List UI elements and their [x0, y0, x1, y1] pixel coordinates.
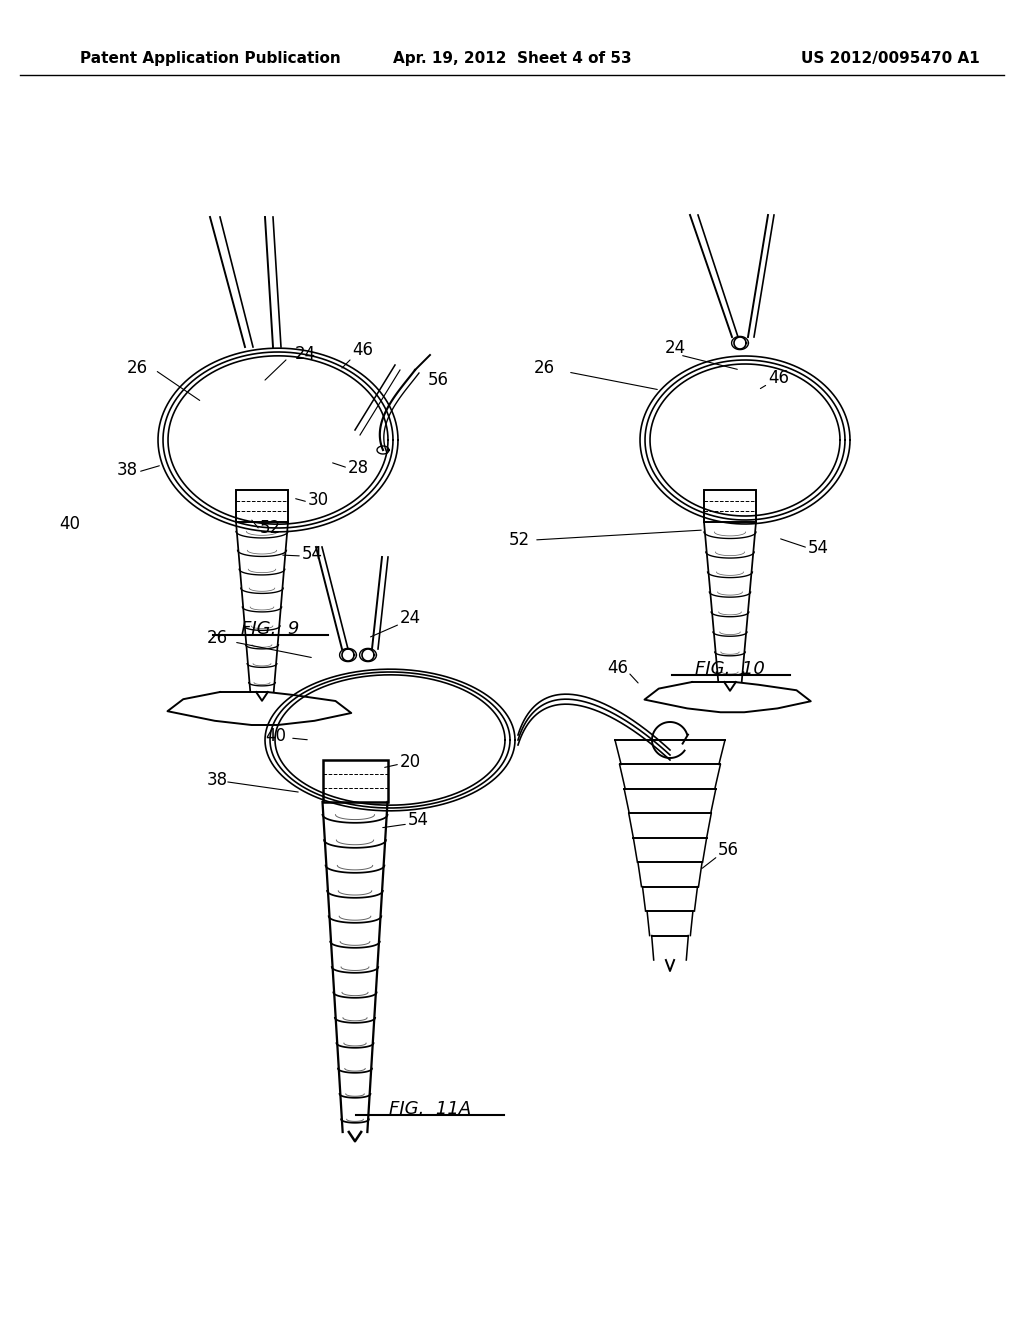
Text: 26: 26: [534, 359, 555, 378]
Text: 24: 24: [665, 339, 686, 356]
Text: FIG.  9: FIG. 9: [241, 620, 299, 638]
Text: US 2012/0095470 A1: US 2012/0095470 A1: [801, 50, 980, 66]
Text: 56: 56: [428, 371, 449, 389]
Text: 54: 54: [408, 810, 429, 829]
Text: 40: 40: [59, 515, 80, 533]
Text: 38: 38: [207, 771, 228, 789]
Text: 30: 30: [308, 491, 329, 510]
Text: 38: 38: [117, 461, 138, 479]
Bar: [705, 490, 756, 521]
Text: 24: 24: [295, 345, 316, 363]
Text: 46: 46: [352, 341, 373, 359]
Bar: [323, 760, 387, 803]
Text: Patent Application Publication: Patent Application Publication: [80, 50, 341, 66]
Text: 46: 46: [768, 370, 790, 387]
Text: FIG.  11A: FIG. 11A: [389, 1100, 471, 1118]
Text: 24: 24: [400, 609, 421, 627]
Text: 26: 26: [127, 359, 148, 378]
Text: 54: 54: [808, 539, 829, 557]
Text: 26: 26: [207, 630, 228, 647]
Text: 40: 40: [265, 727, 286, 744]
Text: 28: 28: [348, 459, 369, 477]
Text: 46: 46: [607, 659, 628, 677]
Text: 52: 52: [260, 519, 282, 537]
Bar: [236, 490, 288, 521]
Text: 20: 20: [400, 752, 421, 771]
Text: FIG.  10: FIG. 10: [695, 660, 765, 678]
Text: Apr. 19, 2012  Sheet 4 of 53: Apr. 19, 2012 Sheet 4 of 53: [392, 50, 632, 66]
Text: 54: 54: [302, 545, 323, 564]
Text: 52: 52: [509, 531, 530, 549]
Text: 56: 56: [718, 841, 739, 859]
